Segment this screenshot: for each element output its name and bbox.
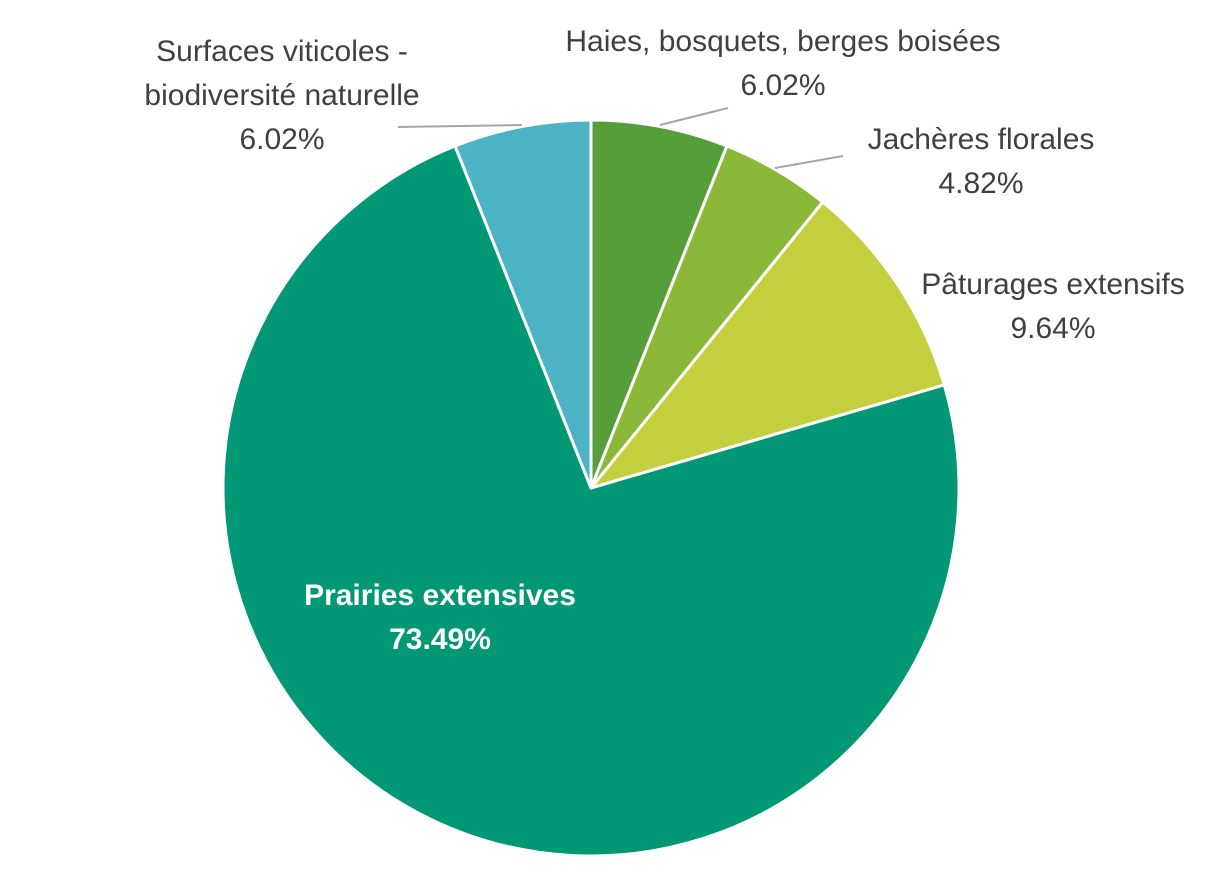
data-label: Pâturages extensifs 9.64% <box>853 263 1230 351</box>
data-label: Prairies extensives 73.49% <box>240 574 640 662</box>
data-label: Surfaces viticoles - biodiversité nature… <box>112 30 452 162</box>
data-label: Jachères florales 4.82% <box>781 118 1181 206</box>
leader-line <box>659 107 729 126</box>
pie-slice <box>453 118 593 490</box>
pie-slice <box>589 118 729 490</box>
value-label: 9.64% <box>1010 312 1096 345</box>
category-label: Jachères florales <box>867 123 1095 156</box>
leader-line <box>774 155 844 169</box>
category-label: Pâturages extensifs <box>921 268 1185 301</box>
category-label: Prairies extensives <box>304 579 576 612</box>
pie-slice <box>221 144 961 858</box>
value-label: 6.02% <box>239 123 325 156</box>
data-label: Haies, bosquets, berges boisées 6.02% <box>533 20 1033 108</box>
leader-line <box>397 124 523 128</box>
pie-slice <box>589 200 946 490</box>
value-label: 73.49% <box>389 623 491 656</box>
category-label: Surfaces viticoles - biodiversité nature… <box>144 35 420 112</box>
value-label: 6.02% <box>740 69 826 102</box>
category-label: Haies, bosquets, berges boisées <box>565 25 1001 58</box>
value-label: 4.82% <box>938 167 1024 200</box>
